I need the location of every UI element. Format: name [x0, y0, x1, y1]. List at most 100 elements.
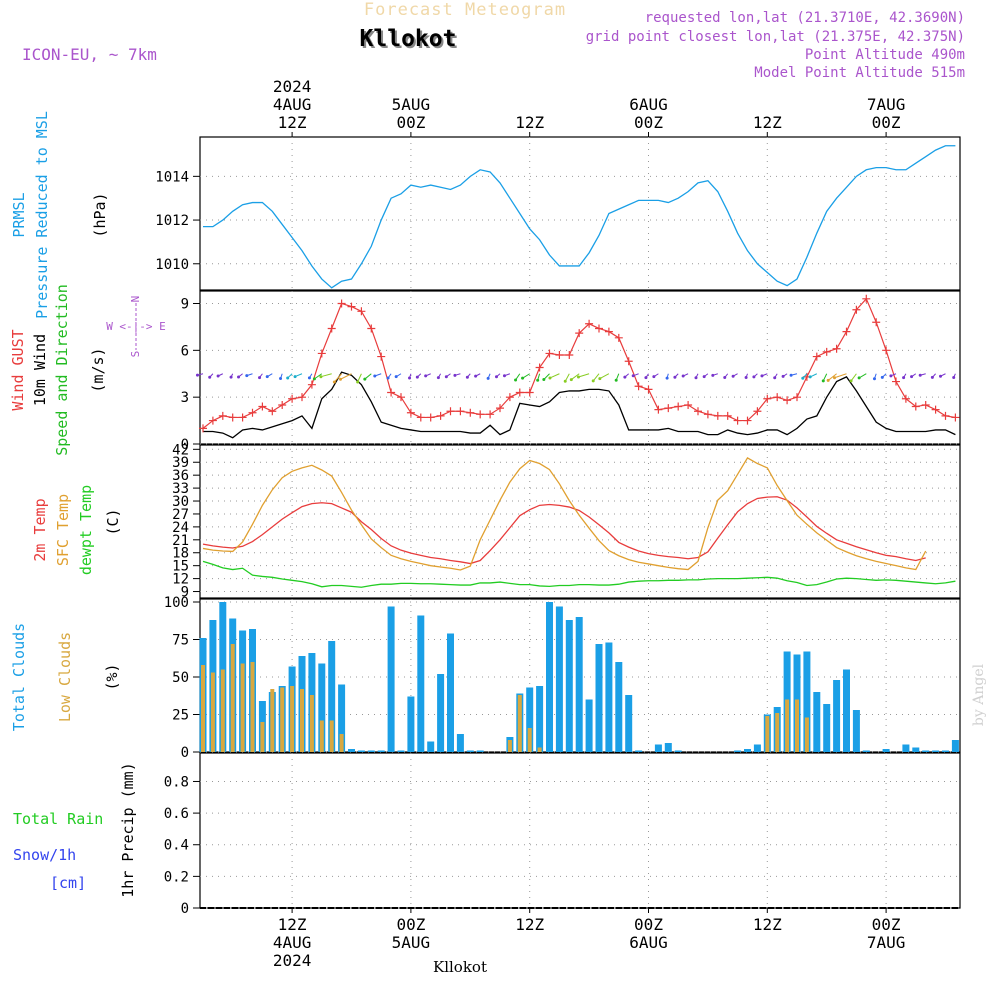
wind-direction-head: [216, 374, 220, 378]
total-cloud-bar: [377, 750, 385, 752]
wind-direction-head: [521, 376, 525, 380]
total-cloud-bar: [417, 615, 425, 752]
wind-direction-head: [394, 375, 398, 379]
wind-direction-head: [319, 375, 323, 379]
total-cloud-bar: [615, 662, 623, 752]
total-cloud-bar: [833, 680, 841, 752]
pressure-tick-label: 1010: [155, 257, 189, 273]
precip-panel: [199, 752, 961, 909]
wind-gust-marker: [654, 405, 663, 414]
low-cloud-bar: [795, 699, 799, 752]
wind-gust-marker: [634, 382, 643, 391]
wind-gust-marker: [585, 319, 594, 328]
wind-gust-marker: [555, 351, 564, 360]
wind-direction-head: [918, 373, 922, 377]
wind-direction-head: [424, 374, 428, 378]
wind-gust-marker: [743, 416, 752, 425]
low-cloud-bar: [517, 695, 522, 752]
total-cloud-bar: [407, 696, 415, 752]
total-cloud-bar: [813, 692, 821, 752]
wind-gust-marker: [624, 357, 633, 366]
wind-gust-marker: [595, 324, 603, 333]
wind-gust-marker: [268, 407, 277, 416]
location-title-front: Kllokot: [360, 26, 457, 52]
wind-gust-marker: [892, 377, 900, 386]
wind-tick-label: 3: [181, 390, 189, 406]
wind-gust-marker: [307, 380, 316, 389]
wind-direction-head: [286, 376, 290, 380]
bottom-time-label: 7AUG: [867, 933, 906, 952]
total-cloud-bar: [437, 674, 445, 752]
wind-direction-head: [536, 378, 540, 382]
wind-direction-head: [502, 374, 506, 378]
wind-direction-head: [563, 379, 567, 383]
wind-direction-arrow: [320, 373, 332, 378]
precip-unit: 1hr Precip (mm): [119, 762, 137, 897]
wind-direction-arrow: [592, 373, 600, 382]
wind-direction-head: [338, 377, 342, 381]
bottom-time-label: 00Z: [396, 915, 425, 934]
wind-direction-head: [307, 376, 311, 380]
wind-gust-marker: [703, 410, 712, 419]
low-cloud-bar: [220, 669, 225, 752]
wind-gust-marker: [199, 424, 207, 433]
temperature-tick-label: 21: [172, 533, 189, 549]
bottom-time-label: 5AUG: [392, 933, 431, 952]
low-cloud-bar: [527, 728, 532, 752]
wind-direction-head: [880, 375, 884, 379]
wind-direction-head: [245, 374, 249, 378]
wind-direction-head: [631, 374, 635, 378]
wind-direction-head: [702, 375, 706, 379]
top-time-label: 5AUG: [392, 95, 431, 114]
total-cloud-bar: [932, 750, 940, 752]
clouds-label-low: Low Clouds: [56, 632, 74, 722]
wind-direction-head: [415, 375, 419, 379]
clouds-tick-label: 50: [172, 670, 189, 686]
wind-gust-marker: [496, 404, 504, 413]
wind-gust-marker: [387, 388, 396, 397]
wind-direction-head: [356, 380, 360, 384]
wind-direction-head: [279, 377, 283, 381]
temp-sfc-line: [202, 457, 927, 571]
wind-direction-head: [752, 375, 756, 379]
wind-gust-marker: [941, 411, 950, 420]
total-cloud-bar: [744, 749, 751, 752]
wind-direction-arrow: [578, 373, 590, 378]
wind-gust-marker: [931, 405, 940, 414]
low-cloud-bar: [319, 720, 324, 752]
pressure-line: [203, 145, 956, 289]
temp-dewpt-line: [202, 560, 956, 588]
wind-direction-head: [569, 378, 573, 382]
total-cloud-bar: [338, 684, 346, 752]
total-cloud-bar: [605, 642, 613, 752]
wind-gust-marker: [327, 324, 336, 333]
clouds-unit: (%): [103, 663, 121, 690]
total-cloud-bar: [922, 750, 930, 752]
wind-direction-head: [408, 376, 412, 380]
wind-gust-marker: [862, 294, 871, 303]
total-cloud-bar: [654, 744, 662, 752]
wind-gust-marker: [347, 302, 356, 311]
bottom-time-label: 12Z: [278, 915, 307, 934]
wind-direction-head: [373, 374, 377, 378]
top-time-label: 00Z: [396, 113, 425, 132]
precip-tick-label: 0.2: [164, 869, 189, 885]
bottom-time-label: 12Z: [753, 915, 782, 934]
wind-direction-head: [821, 379, 825, 383]
wind-gust-marker: [228, 413, 237, 422]
wind-gust-marker: [901, 394, 910, 403]
total-cloud-bar: [902, 744, 910, 752]
wind-direction-head: [465, 375, 469, 379]
total-cloud-bar: [387, 606, 395, 752]
compass-north: N: [129, 296, 142, 303]
wind-gust-marker: [466, 408, 475, 417]
wind-direction-arrow: [827, 373, 837, 381]
total-cloud-bar: [348, 749, 355, 752]
wind-gust-marker: [317, 349, 326, 358]
temperature-tick-label: 36: [172, 468, 189, 484]
product-title: Forecast Meteogram: [364, 0, 566, 20]
bottom-time-label: 2024: [273, 951, 312, 970]
top-time-label: 4AUG: [273, 95, 312, 114]
wind-gust-marker: [753, 407, 762, 416]
